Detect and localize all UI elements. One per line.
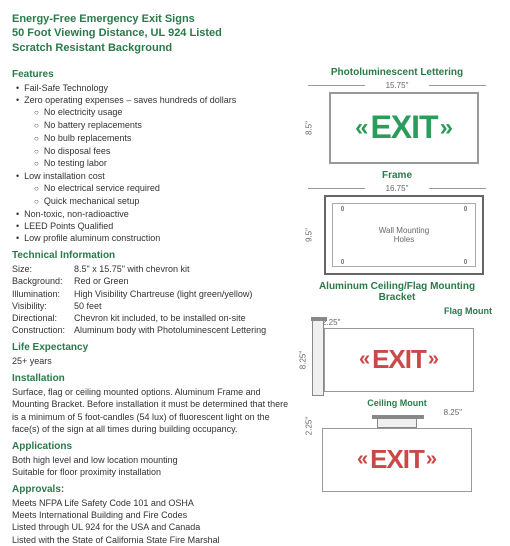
chevron-right-icon: » [426,448,437,471]
tech-label: Illumination: [12,288,74,300]
feature-item: Fail-Safe Technology [12,82,292,94]
page-header: Energy-Free Emergency Exit Signs 50 Foot… [12,12,498,55]
feature-subitem: No bulb replacements [34,132,292,145]
chevron-right-icon: » [440,114,453,142]
exit-sign-red: « EXIT » [324,328,474,392]
apps-title: Applications [12,441,292,452]
tech-row: Illumination:High Visibility Chartreuse … [12,288,292,300]
life-text: 25+ years [12,355,292,367]
chevron-left-icon: « [359,348,370,371]
feature-subitem: Quick mechanical setup [34,195,292,208]
install-title: Installation [12,373,292,384]
diagram-2-title: Frame [302,170,492,181]
tech-row: Construction:Aluminum body with Photolum… [12,324,292,336]
features-title: Features [12,69,292,80]
chevron-left-icon: « [357,448,368,471]
features-sublist: No electricity usage No battery replacem… [12,106,292,170]
right-column: Photoluminescent Lettering 15.75" 8.5" «… [302,63,492,546]
tech-value: 50 feet [74,300,292,312]
tech-value: High Visibility Chartreuse (light green/… [74,288,292,300]
header-line-2: 50 Foot Viewing Distance, UL 924 Listed [12,26,498,40]
frame-inner: Wall Mounting Holes [332,203,476,267]
dimension-height: 2.25" [305,417,314,435]
tech-title: Technical Information [12,250,292,261]
feature-subitem: No electricity usage [34,106,292,119]
mounting-hole-icon [464,206,467,211]
diagram-flag-mount: 8.25" « EXIT » [302,328,492,392]
tech-value: Red or Green [74,275,292,287]
dimension-width: 2.25" [302,318,492,327]
dimension-height: 9.5" [304,228,313,242]
chevron-left-icon: « [355,114,368,142]
exit-sign-green: « EXIT » [329,92,479,164]
feature-item: Low installation cost [12,170,292,182]
chevron-right-icon: » [428,348,439,371]
flag-bracket-icon [312,320,324,396]
feature-subitem: No testing labor [34,157,292,170]
dimension-height: 8.25" [299,351,308,369]
ceiling-bracket-icon [377,418,417,428]
tech-row: Visibility:50 feet [12,300,292,312]
header-line-1: Energy-Free Emergency Exit Signs [12,12,498,26]
feature-item: LEED Points Qualified [12,220,292,232]
approval-line: Meets International Building and Fire Co… [12,509,292,521]
exit-text: EXIT [370,109,437,146]
header-line-3: Scratch Resistant Background [12,41,498,55]
frame-label: Wall Mounting Holes [369,226,440,244]
tech-value: Aluminum body with Photoluminescent Lett… [74,324,292,336]
diagram-ceiling-mount: 2.25" « EXIT » [302,418,492,492]
tech-value: 8.5" x 15.75" with chevron kit [74,263,292,275]
tech-label: Construction: [12,324,74,336]
approval-line: Meets NFPA Life Safety Code 101 and OSHA [12,497,292,509]
apps-line: Both high level and low location mountin… [12,454,292,466]
features-sublist: No electrical service required Quick mec… [12,182,292,208]
dimension-height: 8.5" [304,121,313,135]
exit-text: EXIT [370,444,424,475]
tech-label: Background: [12,275,74,287]
diagram-1-title: Photoluminescent Lettering [302,67,492,78]
approval-line: Listed with the State of California Stat… [12,534,292,546]
approval-line: Listed through UL 924 for the USA and Ca… [12,521,292,533]
tech-label: Directional: [12,312,74,324]
tech-value: Chevron kit included, to be installed on… [74,312,292,324]
content-wrapper: Features Fail-Safe Technology Zero opera… [12,63,498,546]
install-text: Surface, flag or ceiling mounted options… [12,386,292,435]
apps-line: Suitable for floor proximity installatio… [12,466,292,478]
diagram-frame: 16.75" 9.5" Wall Mounting Holes [302,184,492,275]
feature-item: Non-toxic, non-radioactive [12,208,292,220]
dimension-width: 15.75" [302,81,492,90]
left-column: Features Fail-Safe Technology Zero opera… [12,63,292,546]
diagram-lettering: 15.75" 8.5" « EXIT » [302,81,492,164]
feature-item: Low profile aluminum construction [12,232,292,244]
frame-box: Wall Mounting Holes [324,195,484,275]
dimension-width: 16.75" [302,184,492,193]
mounting-hole-icon [341,259,344,264]
exit-sign-red: « EXIT » [322,428,472,492]
diagram-3-title: Aluminum Ceiling/Flag Mounting Bracket [302,281,492,303]
feature-item: Zero operating expenses – saves hundreds… [12,94,292,106]
feature-subitem: No battery replacements [34,119,292,132]
ceiling-mount-title: Ceiling Mount [302,398,492,408]
feature-subitem: No disposal fees [34,145,292,158]
tech-row: Background:Red or Green [12,275,292,287]
approvals-title: Approvals: [12,484,292,495]
tech-row: Size:8.5" x 15.75" with chevron kit [12,263,292,275]
features-list: Non-toxic, non-radioactive LEED Points Q… [12,208,292,244]
life-title: Life Expectancy [12,342,292,353]
mounting-hole-icon [464,259,467,264]
feature-subitem: No electrical service required [34,182,292,195]
tech-label: Size: [12,263,74,275]
exit-text: EXIT [372,344,426,375]
mounting-hole-icon [341,206,344,211]
features-list: Low installation cost [12,170,292,182]
features-list: Fail-Safe Technology Zero operating expe… [12,82,292,106]
flag-mount-title: Flag Mount [302,306,492,316]
tech-label: Visibility: [12,300,74,312]
tech-row: Directional:Chevron kit included, to be … [12,312,292,324]
